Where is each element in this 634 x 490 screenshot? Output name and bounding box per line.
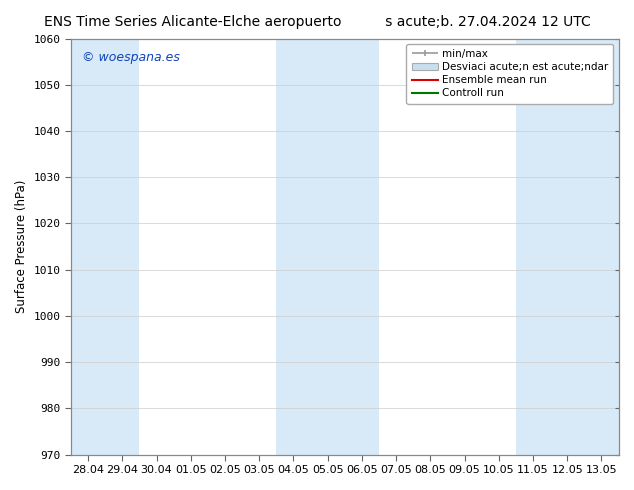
Bar: [516, 39, 619, 455]
Legend: min/max, Desviaci acute;n est acute;ndar, Ensemble mean run, Controll run: min/max, Desviaci acute;n est acute;ndar…: [406, 44, 613, 103]
Bar: [276, 39, 379, 455]
Text: ENS Time Series Alicante-Elche aeropuerto          s acute;b. 27.04.2024 12 UTC: ENS Time Series Alicante-Elche aeropuert…: [44, 15, 590, 29]
Bar: [71, 39, 139, 455]
Y-axis label: Surface Pressure (hPa): Surface Pressure (hPa): [15, 180, 28, 313]
Text: © woespana.es: © woespana.es: [82, 51, 180, 64]
